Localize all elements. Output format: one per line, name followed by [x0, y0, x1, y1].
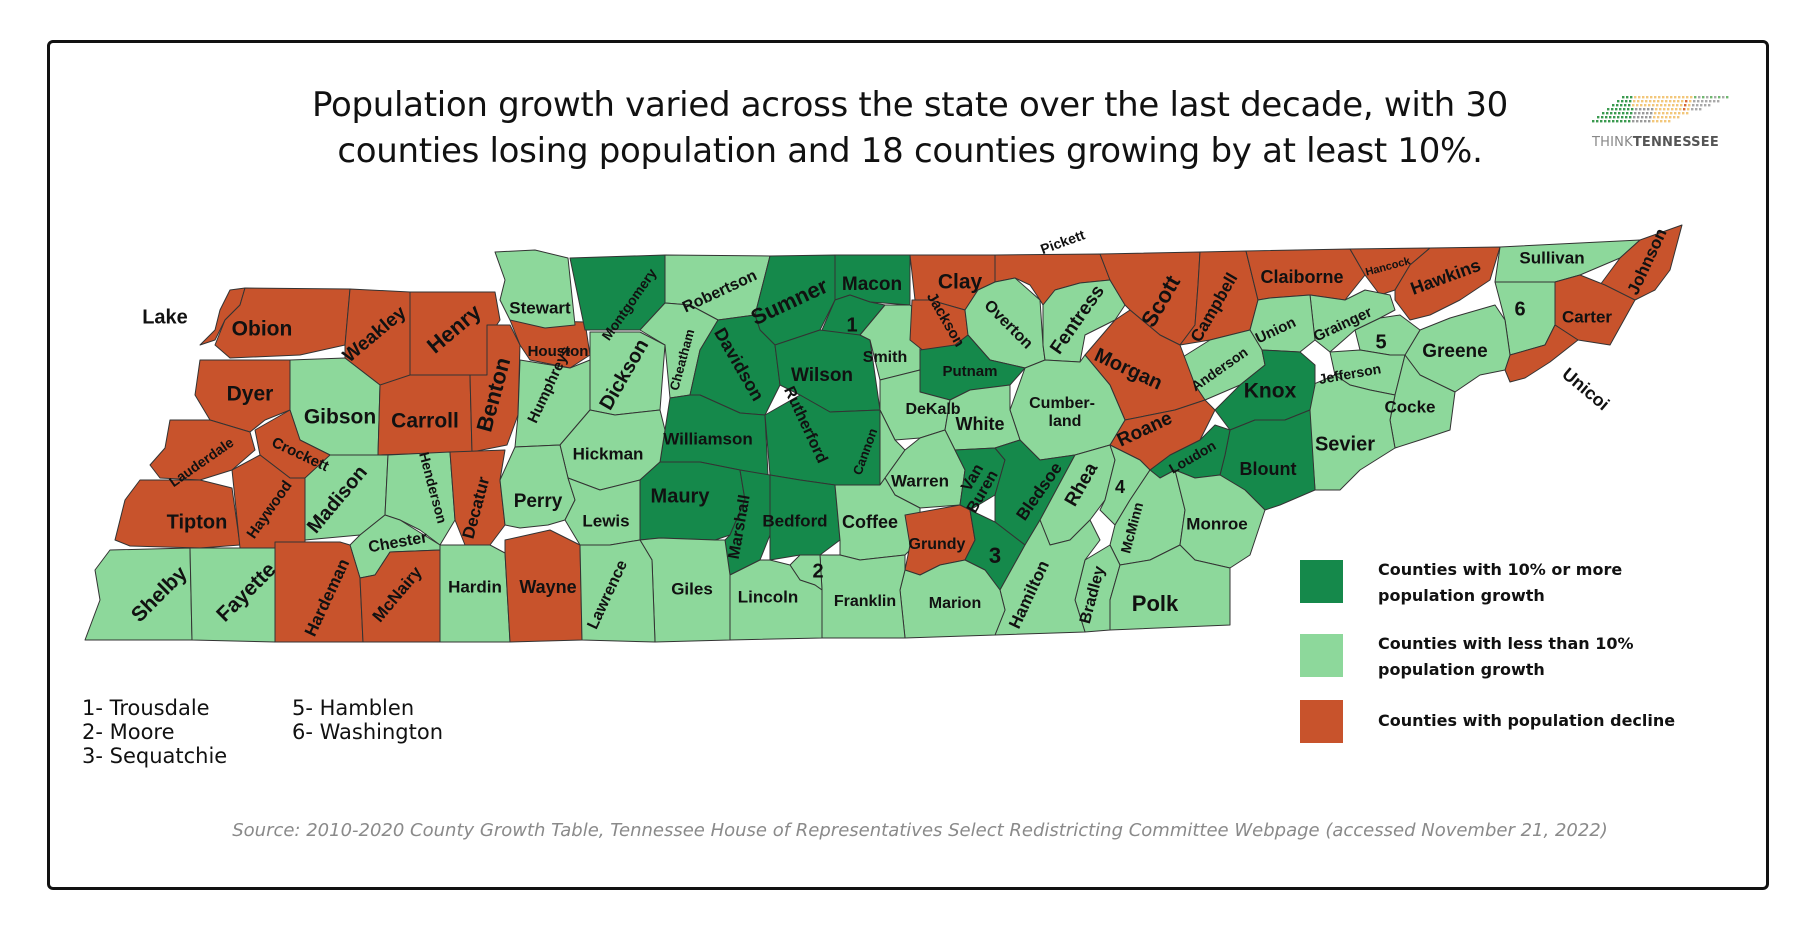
legend-label-high-growth: Counties with 10% or more population gro…: [1378, 557, 1738, 609]
legend-label-line: population growth: [1378, 660, 1545, 679]
county-label: Carter: [1562, 307, 1612, 326]
number-key-col-2: 5- Hamblen 6- Washington: [292, 696, 443, 744]
county-lauderdale: [149, 419, 256, 481]
county-label: Williamson: [663, 429, 753, 448]
county-label: Maury: [651, 485, 711, 507]
county-label: Coffee: [842, 512, 898, 532]
county-label: Sullivan: [1519, 248, 1584, 267]
county-label: Carroll: [391, 410, 459, 433]
county-label: 6: [1514, 298, 1525, 320]
legend-swatch-low-growth: [1300, 634, 1343, 677]
county-label: Giles: [671, 579, 713, 598]
think-tennessee-logo-icon: [1592, 96, 1729, 123]
county-label: Grundy: [909, 536, 966, 553]
county-hawkins: [1394, 246, 1501, 321]
legend-label-low-growth: Counties with less than 10% population g…: [1378, 631, 1738, 683]
county-label: Unicoi: [1558, 364, 1613, 415]
legend-label-line: Counties with 10% or more: [1378, 560, 1623, 579]
county-label: 5: [1375, 331, 1386, 353]
county-label: Clay: [938, 271, 983, 294]
county-label: Perry: [514, 491, 563, 512]
chart-title: Population growth varied across the stat…: [210, 82, 1610, 174]
county-perry: [499, 444, 576, 529]
legend-label-line: population growth: [1378, 586, 1545, 605]
legend-label-decline: Counties with population decline: [1378, 708, 1738, 734]
legend-swatch-decline: [1300, 700, 1343, 743]
county-polk: [1109, 544, 1231, 631]
county-label: Smith: [863, 349, 907, 366]
county-lincoln: [729, 559, 823, 641]
county-label: Sevier: [1315, 433, 1375, 455]
county-decatur: [449, 449, 506, 546]
key-item: 1- Trousdale: [82, 696, 210, 720]
county-label: Dyer: [227, 383, 274, 406]
county-label: DeKalb: [905, 401, 960, 418]
county-label: Pickett: [1038, 226, 1087, 257]
key-item: 3- Sequatchie: [82, 744, 228, 768]
source-note: Source: 2010-2020 County Growth Table, T…: [232, 820, 1608, 841]
county-label: 4: [1115, 477, 1125, 497]
county-label: Franklin: [834, 593, 896, 610]
county-label: Wilson: [791, 365, 853, 386]
key-item: 5- Hamblen: [292, 696, 415, 720]
number-key-col-1: 1- Trousdale 2- Moore 3- Sequatchie: [82, 696, 227, 768]
county-stewart: [494, 249, 576, 329]
county-label: Cocke: [1384, 397, 1435, 416]
county-label: 2: [812, 560, 823, 582]
logo-tennessee: TENNESSEE: [1632, 135, 1719, 150]
title-line-2: counties losing population and 18 counti…: [337, 131, 1483, 171]
county-label: Lincoln: [738, 587, 798, 606]
legend-label-line: Counties with population decline: [1378, 711, 1676, 730]
county-label: Blount: [1240, 459, 1297, 479]
county-label: Cumber-: [1029, 395, 1095, 412]
county-label: Houston: [528, 343, 589, 360]
title-line-1: Population growth varied across the stat…: [312, 85, 1508, 125]
county-benton: [469, 324, 521, 453]
county-label: Knox: [1244, 380, 1297, 403]
county-label: Gibson: [304, 406, 376, 429]
county-label: Hickman: [573, 444, 644, 463]
county-monroe: [1174, 469, 1266, 569]
county-label: Obion: [232, 318, 293, 341]
county-maury: [639, 461, 746, 541]
county-label: Lewis: [582, 511, 629, 530]
county-knox: [1214, 349, 1316, 431]
county-label: Putnam: [942, 363, 997, 380]
key-item: 6- Washington: [292, 720, 444, 744]
county-label: Tipton: [167, 511, 228, 533]
legend-item-decline: Counties with population decline: [1300, 700, 1675, 743]
county-grainger: [1309, 289, 1396, 353]
logo-wordmark: THINKTENNESSEE: [1592, 135, 1719, 150]
county-label: Greene: [1422, 341, 1487, 362]
key-item: 2- Moore: [82, 720, 175, 744]
county-label: 1: [846, 314, 857, 336]
logo-think: THINK: [1592, 135, 1633, 150]
county-label: Warren: [891, 471, 949, 490]
county-label: Wayne: [519, 577, 576, 597]
legend-swatch-high-growth: [1300, 560, 1343, 603]
county-label: Lake: [142, 306, 188, 328]
county-label: 3: [989, 543, 1001, 568]
county-label: White: [956, 414, 1005, 434]
county-label: Monroe: [1186, 514, 1247, 533]
county-unicoi: [1504, 324, 1579, 383]
county-label: Polk: [1132, 591, 1179, 616]
legend-label-line: Counties with less than 10%: [1378, 634, 1634, 653]
legend-item-high-growth: Counties with 10% or more population gro…: [1300, 560, 1622, 605]
county-shelby: [84, 547, 193, 641]
county-label: Claiborne: [1260, 267, 1343, 287]
county-label: Bedford: [762, 511, 827, 530]
county-label: Hardin: [448, 577, 502, 596]
county-label: Stewart: [509, 298, 571, 317]
legend-item-low-growth: Counties with less than 10% population g…: [1300, 634, 1634, 679]
county-label: land: [1049, 413, 1082, 430]
county-lawrence: [579, 539, 656, 643]
county-label: Macon: [842, 274, 902, 295]
county-label: Marion: [929, 595, 981, 612]
